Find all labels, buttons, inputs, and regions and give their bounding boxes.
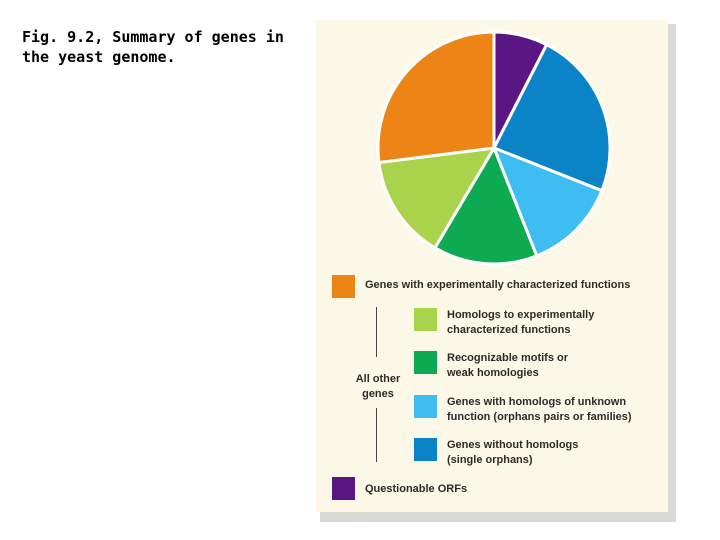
legend-label: weak homologies [447,367,539,379]
legend-label: Genes without homologs [447,439,579,451]
legend-swatch [414,308,437,331]
group-bracket-bottom [376,408,377,462]
legend-label: Genes with experimentally characterized … [365,279,631,291]
legend-label: function (orphans pairs or families) [447,411,632,423]
group-label-line-2: genes [362,388,394,400]
legend-swatch [414,395,437,418]
legend-item-homologs: Homologs to experimentally characterized… [414,308,594,338]
legend-item-motifs: Recognizable motifs or weak homologies [414,351,568,381]
pie-slice-1 [492,43,612,193]
chart-panel: Genes with experimentally characterized … [316,20,668,512]
legend-label: Homologs to experimentally [447,309,595,321]
group-label-line-1: All other [355,373,401,385]
legend-swatch [414,351,437,374]
pie-slice-4 [377,146,496,250]
legend-swatch [332,275,355,298]
pie-chart [376,30,612,266]
legend-label: (single orphans) [447,454,533,466]
legend-label: characterized functions [447,324,571,336]
legend-label: Recognizable motifs or [447,352,569,364]
caption-line-2: the yeast genome. [22,48,176,66]
group-bracket-top [376,307,377,357]
legend-label: Questionable ORFs [365,483,468,495]
pie-slice-5 [376,30,496,165]
legend-item-experimental: Genes with experimentally characterized … [332,275,630,298]
pie-slice-3 [433,146,539,266]
legend-item-questionable-orfs: Questionable ORFs [332,477,467,500]
legend-item-unknown-function: Genes with homologs of unknown function … [414,395,632,425]
group-label-all-other-genes: All other genes [346,372,410,402]
legend-swatch [332,477,355,500]
caption-line-1: Fig. 9.2, Summary of genes in [22,28,284,46]
figure-caption: Fig. 9.2, Summary of genes in the yeast … [22,27,312,67]
legend-label: Genes with homologs of unknown [447,396,627,408]
legend-item-single-orphans: Genes without homologs (single orphans) [414,438,578,468]
pie-slice-2 [492,146,604,258]
legend-swatch [414,438,437,461]
